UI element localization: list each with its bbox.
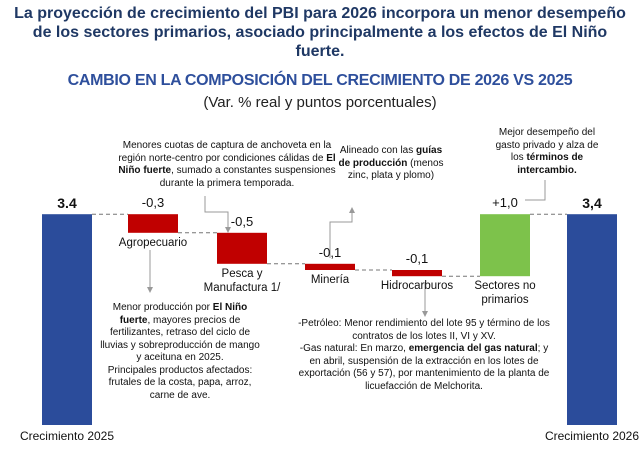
value-label: -0,5: [230, 213, 254, 229]
annotation-text: El Niño fuerte: [118, 152, 336, 177]
annotation-text: -Gas natural: En marzo,: [299, 343, 409, 354]
annotation: Menores cuotas de captura de anchoveta e…: [118, 140, 336, 190]
chart-subtitle: (Var. % real y puntos porcentuales): [203, 94, 437, 111]
x-tick-label: Crecimiento 2025: [19, 429, 115, 443]
bar: [480, 214, 530, 277]
annotation-text: términos de intercambio.: [517, 152, 584, 176]
annotation-text: guías de producción: [338, 145, 443, 169]
bar: [567, 214, 617, 425]
annotation-text: Alineado con las: [339, 145, 417, 156]
value-label: +1,0: [492, 195, 518, 211]
annotation: Alineado con las guías de producción (me…: [338, 145, 444, 183]
x-tick-label: Minería: [310, 274, 350, 286]
x-tick-label: Crecimiento 2026: [544, 429, 640, 443]
annotation-text: El Niño fuerte: [119, 302, 248, 326]
x-tick-label: Sectores no primarios: [474, 280, 536, 307]
value-label: -0,1: [405, 251, 429, 266]
bar: [217, 232, 267, 264]
page-title: La proyección de crecimiento del PBI par…: [14, 5, 626, 60]
annotation-text: Principales productos afectados: frutale…: [107, 364, 253, 401]
annotation-paragraph: Menores cuotas de captura de anchoveta e…: [118, 140, 336, 190]
annotation-text: Menores cuotas de captura de anchoveta e…: [118, 140, 332, 164]
bar: [305, 263, 355, 270]
annotation-text: ; y en abril, suspensión de la extracció…: [298, 343, 550, 392]
value-label: -0,1: [318, 244, 342, 260]
annotation-paragraph: Alineado con las guías de producción (me…: [338, 145, 444, 183]
x-tick-label: Agropecuario: [118, 236, 188, 249]
arrow: [204, 196, 231, 233]
annotation-text: emergencia del gas natural: [408, 343, 538, 354]
annotation: -Petróleo: Menor rendimiento del lote 95…: [298, 318, 550, 393]
arrow: [525, 180, 546, 201]
annotation-paragraph: Menor producción por El Niño fuerte, may…: [98, 302, 262, 365]
annotation: Menor producción por El Niño fuerte, may…: [98, 302, 262, 402]
annotation-text: Mejor desempeño del gasto privado y alza…: [495, 127, 599, 163]
annotation-paragraph: Mejor desempeño del gasto privado y alza…: [488, 127, 606, 177]
x-tick-label: Pesca y Manufactura 1/: [203, 267, 281, 294]
annotation-text: , sumado a constantes suspensiones duran…: [159, 165, 336, 189]
annotation-paragraph: -Petróleo: Menor rendimiento del lote 95…: [298, 318, 550, 343]
x-tick-label: Hidrocarburos: [380, 280, 454, 293]
annotation-text: (menos zinc, plata y plomo): [347, 157, 444, 182]
annotation: Mejor desempeño del gasto privado y alza…: [488, 127, 606, 177]
bar: [128, 214, 178, 233]
value-label: 3.4: [57, 195, 77, 212]
arrow: [329, 207, 355, 258]
arrows: [147, 180, 546, 317]
annotation-text: -Petróleo: Menor rendimiento del lote 95…: [298, 318, 550, 342]
annotation-text: Menor producción por: [112, 302, 213, 313]
value-label: -0,3: [141, 195, 165, 211]
annotation-text: , mayores precios de fertilizantes, retr…: [100, 314, 260, 364]
value-label: 3,4: [582, 195, 602, 212]
bar: [392, 270, 442, 277]
annotation-paragraph: -Gas natural: En marzo, emergencia del g…: [298, 343, 550, 393]
bar: [42, 214, 92, 425]
chart-title: CAMBIO EN LA COMPOSICIÓN DEL CRECIMIENTO…: [67, 72, 573, 89]
annotation-paragraph: Principales productos afectados: frutale…: [98, 365, 262, 403]
